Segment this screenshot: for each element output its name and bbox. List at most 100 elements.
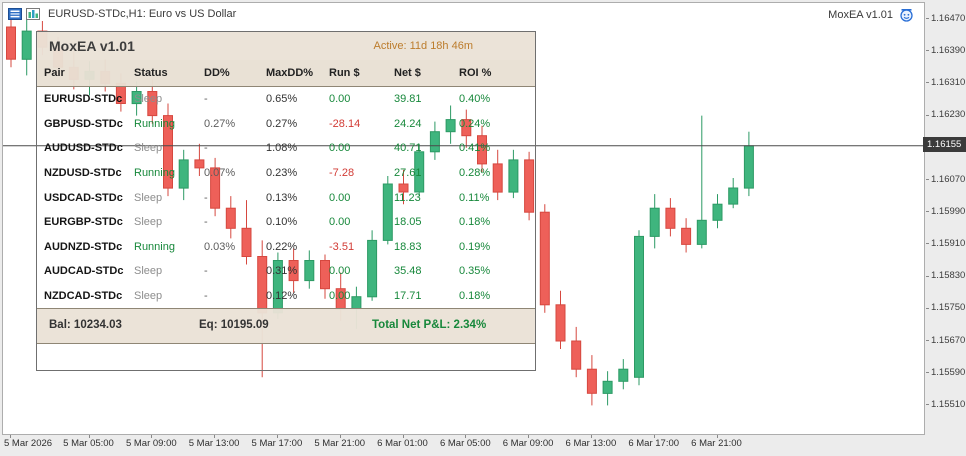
time-axis-tick	[653, 435, 655, 438]
cell-dd: 0.03%	[204, 240, 236, 253]
time-axis-label: 6 Mar 01:00	[377, 438, 428, 449]
price-axis[interactable]: 1.16155 1.16470 1.16390 1.16310 1.16230 1.16…	[923, 2, 966, 433]
col-maxdd: MaxDD%	[266, 67, 314, 79]
time-axis-tick	[276, 435, 278, 438]
table-row: NZDUSD-STDc Running 0.07% 0.23% -7.28 27.61 0.…	[37, 161, 535, 186]
time-axis-label: 5 Mar 17:00	[251, 438, 303, 449]
dom-book-icon[interactable]	[8, 8, 22, 20]
price-axis-label: 1.15990	[931, 205, 966, 217]
price-axis-label: 1.16470	[931, 12, 966, 24]
price-axis-tick	[926, 18, 929, 19]
cell-dd: 0.07%	[204, 167, 236, 180]
cell-roi: 0.11%	[459, 191, 490, 204]
cell-net: 18.83	[394, 240, 422, 253]
cell-maxdd: 0.65%	[266, 93, 298, 106]
table-row: AUDUSD-STDc Sleep - 1.08% 0.00 40.71 0.41%	[37, 136, 535, 161]
cell-pair: NZDUSD-STDc	[44, 167, 122, 180]
time-axis-tick	[590, 435, 592, 438]
cell-run: 0.00	[329, 290, 351, 303]
col-net: Net $	[394, 67, 421, 79]
price-axis-label: 1.15910	[931, 237, 966, 249]
price-axis-tick	[926, 211, 929, 213]
cell-net: 35.48	[394, 265, 422, 278]
cell-dd: -	[204, 191, 208, 204]
total-pnl-label: Total Net P&L: 2.34%	[372, 319, 487, 332]
price-axis-label: 1.16070	[931, 173, 966, 185]
time-axis-label: 5 Mar 13:00	[188, 438, 240, 449]
cell-net: 24.24	[394, 117, 422, 130]
time-axis-tick	[465, 435, 467, 438]
cell-pair: GBPUSD-STDc	[44, 117, 123, 130]
cell-run: -3.51	[329, 240, 355, 253]
cell-maxdd: 0.13%	[266, 191, 298, 204]
cell-maxdd: 0.23%	[266, 167, 298, 180]
price-axis-tick	[926, 50, 929, 52]
chart-area[interactable]: EURUSD-STDc,H1: Euro vs US Dollar MoxEA …	[2, 2, 925, 435]
ea-name-label: MoxEA v1.01	[828, 9, 893, 21]
price-axis-tick	[926, 243, 929, 245]
price-axis-tick	[926, 114, 929, 116]
cell-pair: AUDNZD-STDc	[44, 240, 123, 253]
cell-dd: 0.27%	[204, 117, 236, 130]
time-axis-tick	[214, 435, 216, 438]
cell-net: 11.23	[394, 191, 421, 204]
balance-label: Bal: 10234.03	[49, 319, 122, 332]
time-axis-tick	[151, 435, 153, 438]
table-body: EURUSD-STDc Sleep - 0.65% 0.00 39.81 0.40% GBPU…	[37, 87, 535, 308]
table-row: AUDCAD-STDc Sleep - 0.31% 0.00 35.48 0.35%	[37, 259, 535, 284]
candlestick-chart	[3, 15, 924, 406]
panel-footer: Bal: 10234.03 Eq: 10195.09 Total Net P&L…	[37, 308, 535, 345]
cell-net: 39.81	[394, 93, 422, 106]
price-axis-label: 1.16310	[931, 76, 966, 88]
time-axis-label: 6 Mar 09:00	[502, 438, 554, 449]
cell-roi: 0.18%	[459, 290, 491, 303]
cell-dd: -	[204, 265, 208, 278]
price-axis-label: 1.15590	[931, 366, 966, 378]
price-axis-tick	[926, 82, 929, 84]
cell-run: 0.00	[329, 142, 351, 155]
chart-toolbar: EURUSD-STDc,H1: Euro vs US Dollar	[8, 8, 236, 20]
panel-active-time: Active: 11d 18h 46m	[373, 40, 473, 52]
cell-maxdd: 1.08%	[266, 142, 298, 155]
cell-run: -28.14	[329, 117, 361, 130]
time-axis-tick	[716, 435, 718, 438]
table-row: NZDCAD-STDc Sleep - 0.12% 0.00 17.71 0.18%	[37, 284, 535, 309]
table-row: USDCAD-STDc Sleep - 0.13% 0.00 11.23 0.11%	[37, 185, 535, 210]
cell-run: 0.00	[329, 191, 351, 204]
cell-pair: USDCAD-STDc	[44, 191, 123, 204]
cell-status: Sleep	[134, 216, 163, 229]
cell-roi: 0.40%	[459, 93, 491, 106]
time-axis-tick	[88, 435, 90, 438]
price-axis-label: 1.15750	[931, 302, 966, 314]
time-axis-label: 5 Mar 21:00	[314, 438, 366, 449]
time-axis-label: 6 Mar 21:00	[691, 438, 742, 449]
price-axis-label: 1.16390	[931, 44, 966, 56]
price-axis-tick	[926, 404, 929, 406]
cell-roi: 0.18%	[459, 216, 491, 229]
cell-run: 0.00	[329, 265, 351, 278]
cell-maxdd: 0.31%	[266, 265, 298, 278]
cell-net: 40.71	[394, 142, 422, 155]
time-axis[interactable]: 5 Mar 2026 5 Mar 05:00 5 Mar 09:00 5 Mar 13…	[2, 435, 923, 451]
time-axis-tick	[10, 435, 11, 438]
cell-run: 0.00	[329, 93, 351, 106]
ea-smiley-icon[interactable]	[899, 8, 914, 22]
time-axis-label: 6 Mar 17:00	[628, 438, 680, 449]
cell-roi: 0.28%	[459, 167, 491, 180]
price-axis-label: 1.15830	[931, 270, 966, 282]
cell-run: -7.28	[329, 167, 355, 180]
cell-dd: -	[204, 93, 208, 106]
cell-roi: 0.24%	[459, 117, 491, 130]
price-axis-label: 1.15510	[931, 398, 966, 410]
time-axis-label: 6 Mar 05:00	[439, 438, 491, 449]
price-axis-tick	[926, 179, 929, 180]
cell-pair: AUDUSD-STDc	[44, 142, 123, 155]
time-axis-label: 5 Mar 09:00	[125, 438, 177, 449]
col-pair: Pair	[44, 67, 65, 79]
panel-title: MoxEA v1.01	[49, 38, 135, 54]
equity-label: Eq: 10195.09	[199, 319, 269, 332]
cell-status: Sleep	[134, 290, 163, 303]
bar-chart-icon[interactable]	[26, 8, 40, 20]
time-axis-tick	[402, 435, 404, 438]
